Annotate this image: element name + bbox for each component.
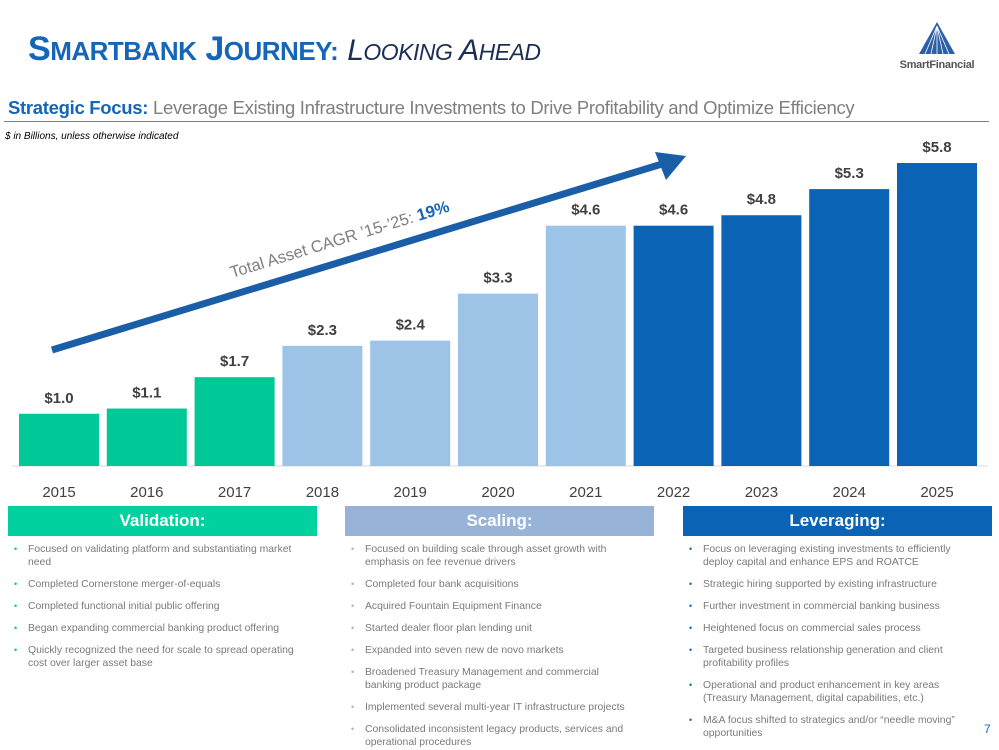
- column-validation: Validation: Focused on validating platfor…: [8, 506, 317, 679]
- x-tick-label: 2020: [481, 484, 514, 500]
- data-label: $5.3: [835, 165, 864, 182]
- focus-label: Strategic Focus:: [8, 97, 149, 118]
- phase-header: Leveraging:: [683, 506, 992, 536]
- bar-2021: [545, 225, 626, 466]
- x-tick-label: 2024: [833, 484, 866, 500]
- cagr-arrow: [50, 152, 686, 354]
- bullet-item: Acquired Fountain Equipment Finance: [351, 600, 654, 613]
- bullet-item: Began expanding commercial banking produ…: [14, 622, 317, 635]
- data-label: $1.1: [132, 385, 161, 402]
- bullet-item: Started dealer floor plan lending unit: [351, 622, 654, 635]
- bar-2018: [282, 345, 363, 466]
- x-tick-label: 2025: [920, 484, 953, 500]
- bar-2016: [106, 408, 187, 466]
- bullet-item: Focused on validating platform and subst…: [14, 543, 317, 569]
- bullet-item: Focus on leveraging existing investments…: [689, 543, 992, 569]
- asset-bar-chart: $1.0 2015 $1.1 2016 $1.7 2017 $2.3 2018 $2.4 2019…: [12, 139, 988, 500]
- x-tick-label: 2015: [42, 484, 75, 500]
- data-label: $5.8: [922, 139, 951, 156]
- bar-2020: [458, 293, 538, 466]
- bullet-item: Broadened Treasury Management and commer…: [351, 666, 654, 692]
- x-tick-label: 2022: [657, 484, 690, 500]
- data-label: $2.3: [308, 322, 337, 339]
- logo-text: SmartFinancial: [899, 59, 975, 71]
- page-number: 7: [984, 722, 991, 736]
- bar-2022: [633, 225, 714, 466]
- bullet-item: Quickly recognized the need for scale to…: [14, 644, 317, 670]
- x-tick-label: 2017: [218, 484, 251, 500]
- bar-2019: [370, 340, 451, 466]
- divider: [4, 121, 989, 122]
- bullet-list: Focused on validating platform and subst…: [8, 543, 317, 670]
- bullet-item: M&A focus shifted to strategics and/or “…: [689, 714, 992, 740]
- phase-header: Validation:: [8, 506, 317, 536]
- title-main: SMARTBANK JOURNEY:: [28, 30, 339, 68]
- data-label: $4.6: [571, 202, 600, 219]
- title-sub: LOOKING AHEAD: [347, 34, 541, 67]
- bullet-list: Focused on building scale through asset …: [345, 543, 654, 749]
- x-tick-label: 2019: [394, 484, 427, 500]
- strategic-focus: Strategic Focus: Leverage Existing Infra…: [8, 97, 855, 119]
- bullet-item: Implemented several multi-year IT infras…: [351, 701, 654, 714]
- data-label: $2.4: [396, 317, 426, 334]
- data-label: $4.6: [659, 202, 688, 219]
- bar-2017: [194, 377, 275, 466]
- bullet-item: Focused on building scale through asset …: [351, 543, 654, 569]
- column-scaling: Scaling: Focused on building scale throug…: [345, 506, 654, 750]
- units-note: $ in Billions, unless otherwise indicate…: [5, 131, 179, 142]
- bullet-item: Operational and product enhancement in k…: [689, 679, 992, 705]
- bullet-item: Targeted business relationship generatio…: [689, 644, 992, 670]
- data-label: $4.8: [747, 191, 776, 208]
- bullet-item: Completed Cornerstone merger-of-equals: [14, 578, 317, 591]
- bullet-item: Completed four bank acquisitions: [351, 578, 654, 591]
- bar-2023: [721, 215, 802, 466]
- page-title: SMARTBANK JOURNEY: LOOKING AHEAD: [28, 30, 541, 69]
- focus-text: Leverage Existing Infrastructure Investm…: [153, 97, 855, 118]
- logo: SmartFinancial: [882, 22, 992, 71]
- bullet-item: Heightened focus on commercial sales pro…: [689, 622, 992, 635]
- bullet-list: Focus on leveraging existing investments…: [683, 543, 992, 740]
- x-tick-label: 2023: [745, 484, 778, 500]
- bullet-item: Strategic hiring supported by existing i…: [689, 578, 992, 591]
- bar-2015: [19, 413, 99, 466]
- bullet-item: Expanded into seven new de novo markets: [351, 644, 654, 657]
- x-tick-label: 2018: [306, 484, 339, 500]
- data-label: $3.3: [483, 270, 512, 287]
- column-leveraging: Leveraging: Focus on leveraging existing …: [683, 506, 992, 749]
- x-tick-label: 2016: [130, 484, 163, 500]
- logo-pyramid-icon: [919, 22, 955, 55]
- data-label: $1.7: [220, 353, 249, 370]
- bar-2025: [897, 163, 977, 466]
- x-tick-label: 2021: [569, 484, 602, 500]
- bar-2024: [809, 189, 890, 466]
- bullet-item: Further investment in commercial banking…: [689, 600, 992, 613]
- data-label: $1.0: [44, 390, 73, 407]
- bullet-item: Completed functional initial public offe…: [14, 600, 317, 613]
- phase-header: Scaling:: [345, 506, 654, 536]
- bullet-item: Consolidated inconsistent legacy product…: [351, 723, 654, 749]
